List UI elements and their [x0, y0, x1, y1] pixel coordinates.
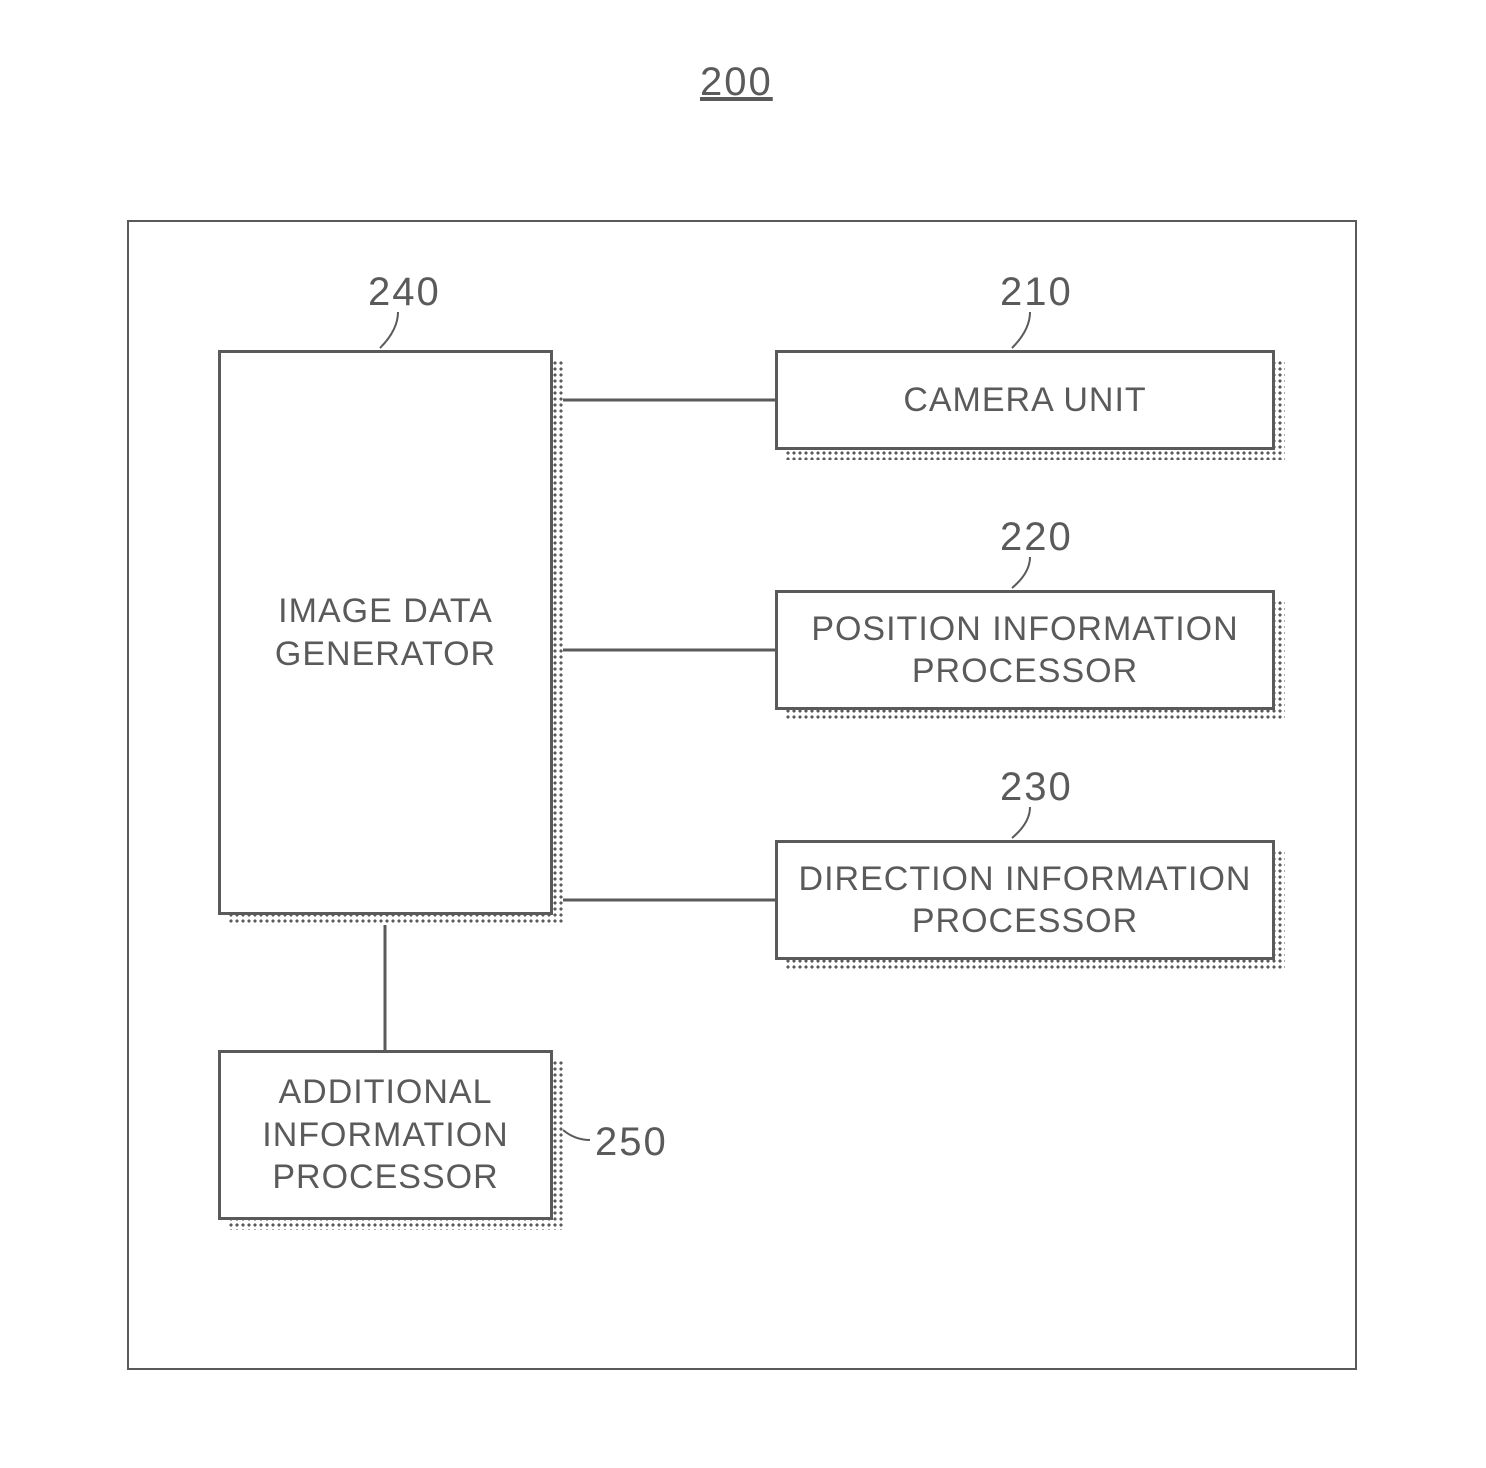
block-label: DIRECTION INFORMATION PROCESSOR: [775, 840, 1275, 960]
ref-240: 240: [368, 270, 441, 315]
leader-210: [1012, 312, 1030, 348]
diagram-canvas: 200 240 210 220 230 250 IMAGE DATA GENER…: [0, 0, 1486, 1468]
block-image-data-generator: IMAGE DATA GENERATOR: [218, 350, 553, 915]
ref-210: 210: [1000, 270, 1073, 315]
block-label: ADDITIONAL INFORMATION PROCESSOR: [218, 1050, 553, 1220]
leader-230: [1012, 807, 1030, 838]
ref-220: 220: [1000, 515, 1073, 560]
ref-230: 230: [1000, 765, 1073, 810]
block-label: POSITION INFORMATION PROCESSOR: [775, 590, 1275, 710]
block-position-processor: POSITION INFORMATION PROCESSOR: [775, 590, 1275, 710]
leader-220: [1012, 557, 1030, 588]
block-camera-unit: CAMERA UNIT: [775, 350, 1275, 450]
block-direction-processor: DIRECTION INFORMATION PROCESSOR: [775, 840, 1275, 960]
leader-240: [380, 312, 398, 348]
block-label: CAMERA UNIT: [775, 350, 1275, 450]
ref-250: 250: [595, 1120, 668, 1165]
block-label: IMAGE DATA GENERATOR: [218, 350, 553, 915]
leader-250: [563, 1130, 590, 1140]
block-additional-processor: ADDITIONAL INFORMATION PROCESSOR: [218, 1050, 553, 1220]
